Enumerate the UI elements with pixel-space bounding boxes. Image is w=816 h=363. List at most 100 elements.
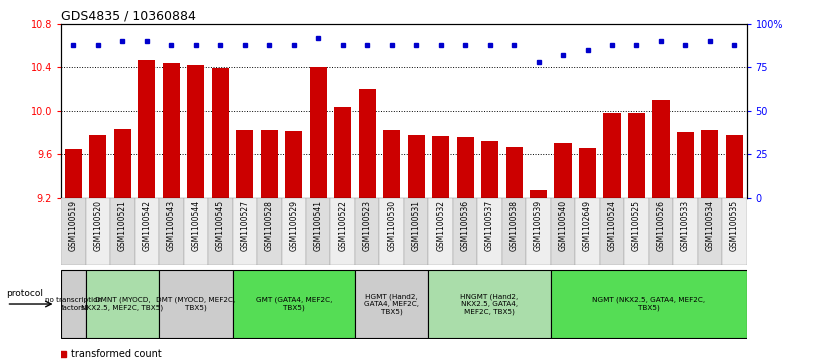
Text: GSM1100532: GSM1100532 (436, 200, 446, 251)
Bar (335, 107, 351, 198)
Bar (90, 135, 106, 198)
Text: GSM1100542: GSM1100542 (142, 200, 152, 251)
Text: GSM1100535: GSM1100535 (730, 200, 739, 251)
Bar (701, 130, 718, 198)
Text: DMT (MYOCD, MEF2C,
TBX5): DMT (MYOCD, MEF2C, TBX5) (156, 297, 236, 311)
Text: GMT (GATA4, MEF2C,
TBX5): GMT (GATA4, MEF2C, TBX5) (255, 297, 332, 311)
Text: GSM1100523: GSM1100523 (362, 200, 372, 251)
Bar (65, 149, 82, 198)
Bar (428, 270, 551, 338)
Bar (551, 270, 747, 338)
Bar (530, 190, 547, 198)
Bar (600, 198, 624, 265)
Bar (624, 198, 649, 265)
Bar (261, 130, 277, 198)
Text: GSM1100522: GSM1100522 (338, 200, 348, 251)
Bar (110, 198, 135, 265)
Bar (725, 135, 743, 198)
Text: GSM1100541: GSM1100541 (313, 200, 323, 251)
Bar (138, 60, 155, 198)
Bar (159, 270, 233, 338)
Bar (575, 198, 600, 265)
Text: HNGMT (Hand2,
NKX2.5, GATA4,
MEF2C, TBX5): HNGMT (Hand2, NKX2.5, GATA4, MEF2C, TBX5… (460, 293, 519, 315)
Bar (384, 130, 400, 198)
Bar (184, 198, 208, 265)
Text: GSM1100525: GSM1100525 (632, 200, 641, 251)
Bar (432, 136, 449, 198)
Bar (86, 198, 110, 265)
Bar (603, 113, 620, 198)
Text: GSM1100529: GSM1100529 (289, 200, 299, 251)
Text: GSM1100540: GSM1100540 (558, 200, 568, 251)
Text: GSM1100536: GSM1100536 (460, 200, 470, 251)
Text: GSM1100527: GSM1100527 (240, 200, 250, 251)
Bar (477, 198, 502, 265)
Bar (502, 198, 526, 265)
Text: no transcription
factors: no transcription factors (45, 297, 102, 311)
Text: GSM1100538: GSM1100538 (509, 200, 519, 251)
Bar (551, 198, 575, 265)
Bar (676, 132, 694, 198)
Bar (579, 148, 596, 198)
Bar (282, 198, 306, 265)
Bar (628, 113, 645, 198)
Bar (505, 147, 522, 198)
Bar (722, 198, 747, 265)
Text: GDS4835 / 10360884: GDS4835 / 10360884 (61, 9, 196, 23)
Bar (555, 143, 571, 198)
Bar (404, 198, 428, 265)
Bar (113, 129, 131, 198)
Bar (330, 198, 355, 265)
Text: GSM1100537: GSM1100537 (485, 200, 494, 251)
Text: GSM1100531: GSM1100531 (411, 200, 421, 251)
Text: GSM1100534: GSM1100534 (705, 200, 715, 251)
Text: GSM1100530: GSM1100530 (387, 200, 397, 251)
Text: GSM1100543: GSM1100543 (166, 200, 176, 251)
Bar (162, 63, 180, 198)
Bar (408, 135, 424, 198)
Bar (649, 198, 673, 265)
Text: GSM1100520: GSM1100520 (93, 200, 103, 251)
Text: GSM1100524: GSM1100524 (607, 200, 617, 251)
Bar (526, 198, 551, 265)
Text: GSM1100533: GSM1100533 (681, 200, 690, 251)
Bar (208, 198, 233, 265)
Bar (233, 198, 257, 265)
Bar (306, 198, 330, 265)
Text: HGMT (Hand2,
GATA4, MEF2C,
TBX5): HGMT (Hand2, GATA4, MEF2C, TBX5) (364, 293, 419, 315)
Bar (453, 198, 477, 265)
Text: GSM1100519: GSM1100519 (69, 200, 78, 251)
Bar (379, 198, 404, 265)
Bar (673, 198, 698, 265)
Bar (286, 131, 302, 198)
Bar (355, 198, 379, 265)
Bar (159, 198, 184, 265)
Text: GSM1100526: GSM1100526 (656, 200, 666, 251)
Bar (135, 198, 159, 265)
Text: DMNT (MYOCD,
NKX2.5, MEF2C, TBX5): DMNT (MYOCD, NKX2.5, MEF2C, TBX5) (82, 297, 163, 311)
Bar (211, 68, 228, 198)
Bar (481, 141, 498, 198)
Bar (698, 198, 722, 265)
Bar (358, 89, 375, 198)
Bar (86, 270, 159, 338)
Bar (457, 137, 473, 198)
Text: GSM1100544: GSM1100544 (191, 200, 201, 251)
Text: GSM1102649: GSM1102649 (583, 200, 592, 251)
Text: protocol: protocol (7, 289, 43, 298)
Text: GSM1100528: GSM1100528 (264, 200, 274, 251)
Bar (309, 67, 326, 198)
Bar (187, 65, 204, 198)
Text: NGMT (NKX2.5, GATA4, MEF2C,
TBX5): NGMT (NKX2.5, GATA4, MEF2C, TBX5) (592, 297, 705, 311)
Text: GSM1100545: GSM1100545 (215, 200, 225, 251)
Text: transformed count: transformed count (71, 349, 162, 359)
Bar (652, 100, 669, 198)
Text: GSM1100521: GSM1100521 (118, 200, 127, 251)
Bar (428, 198, 453, 265)
Text: GSM1100539: GSM1100539 (534, 200, 543, 251)
Bar (233, 270, 355, 338)
Bar (237, 130, 253, 198)
Bar (257, 198, 282, 265)
Bar (355, 270, 428, 338)
Bar (61, 198, 86, 265)
